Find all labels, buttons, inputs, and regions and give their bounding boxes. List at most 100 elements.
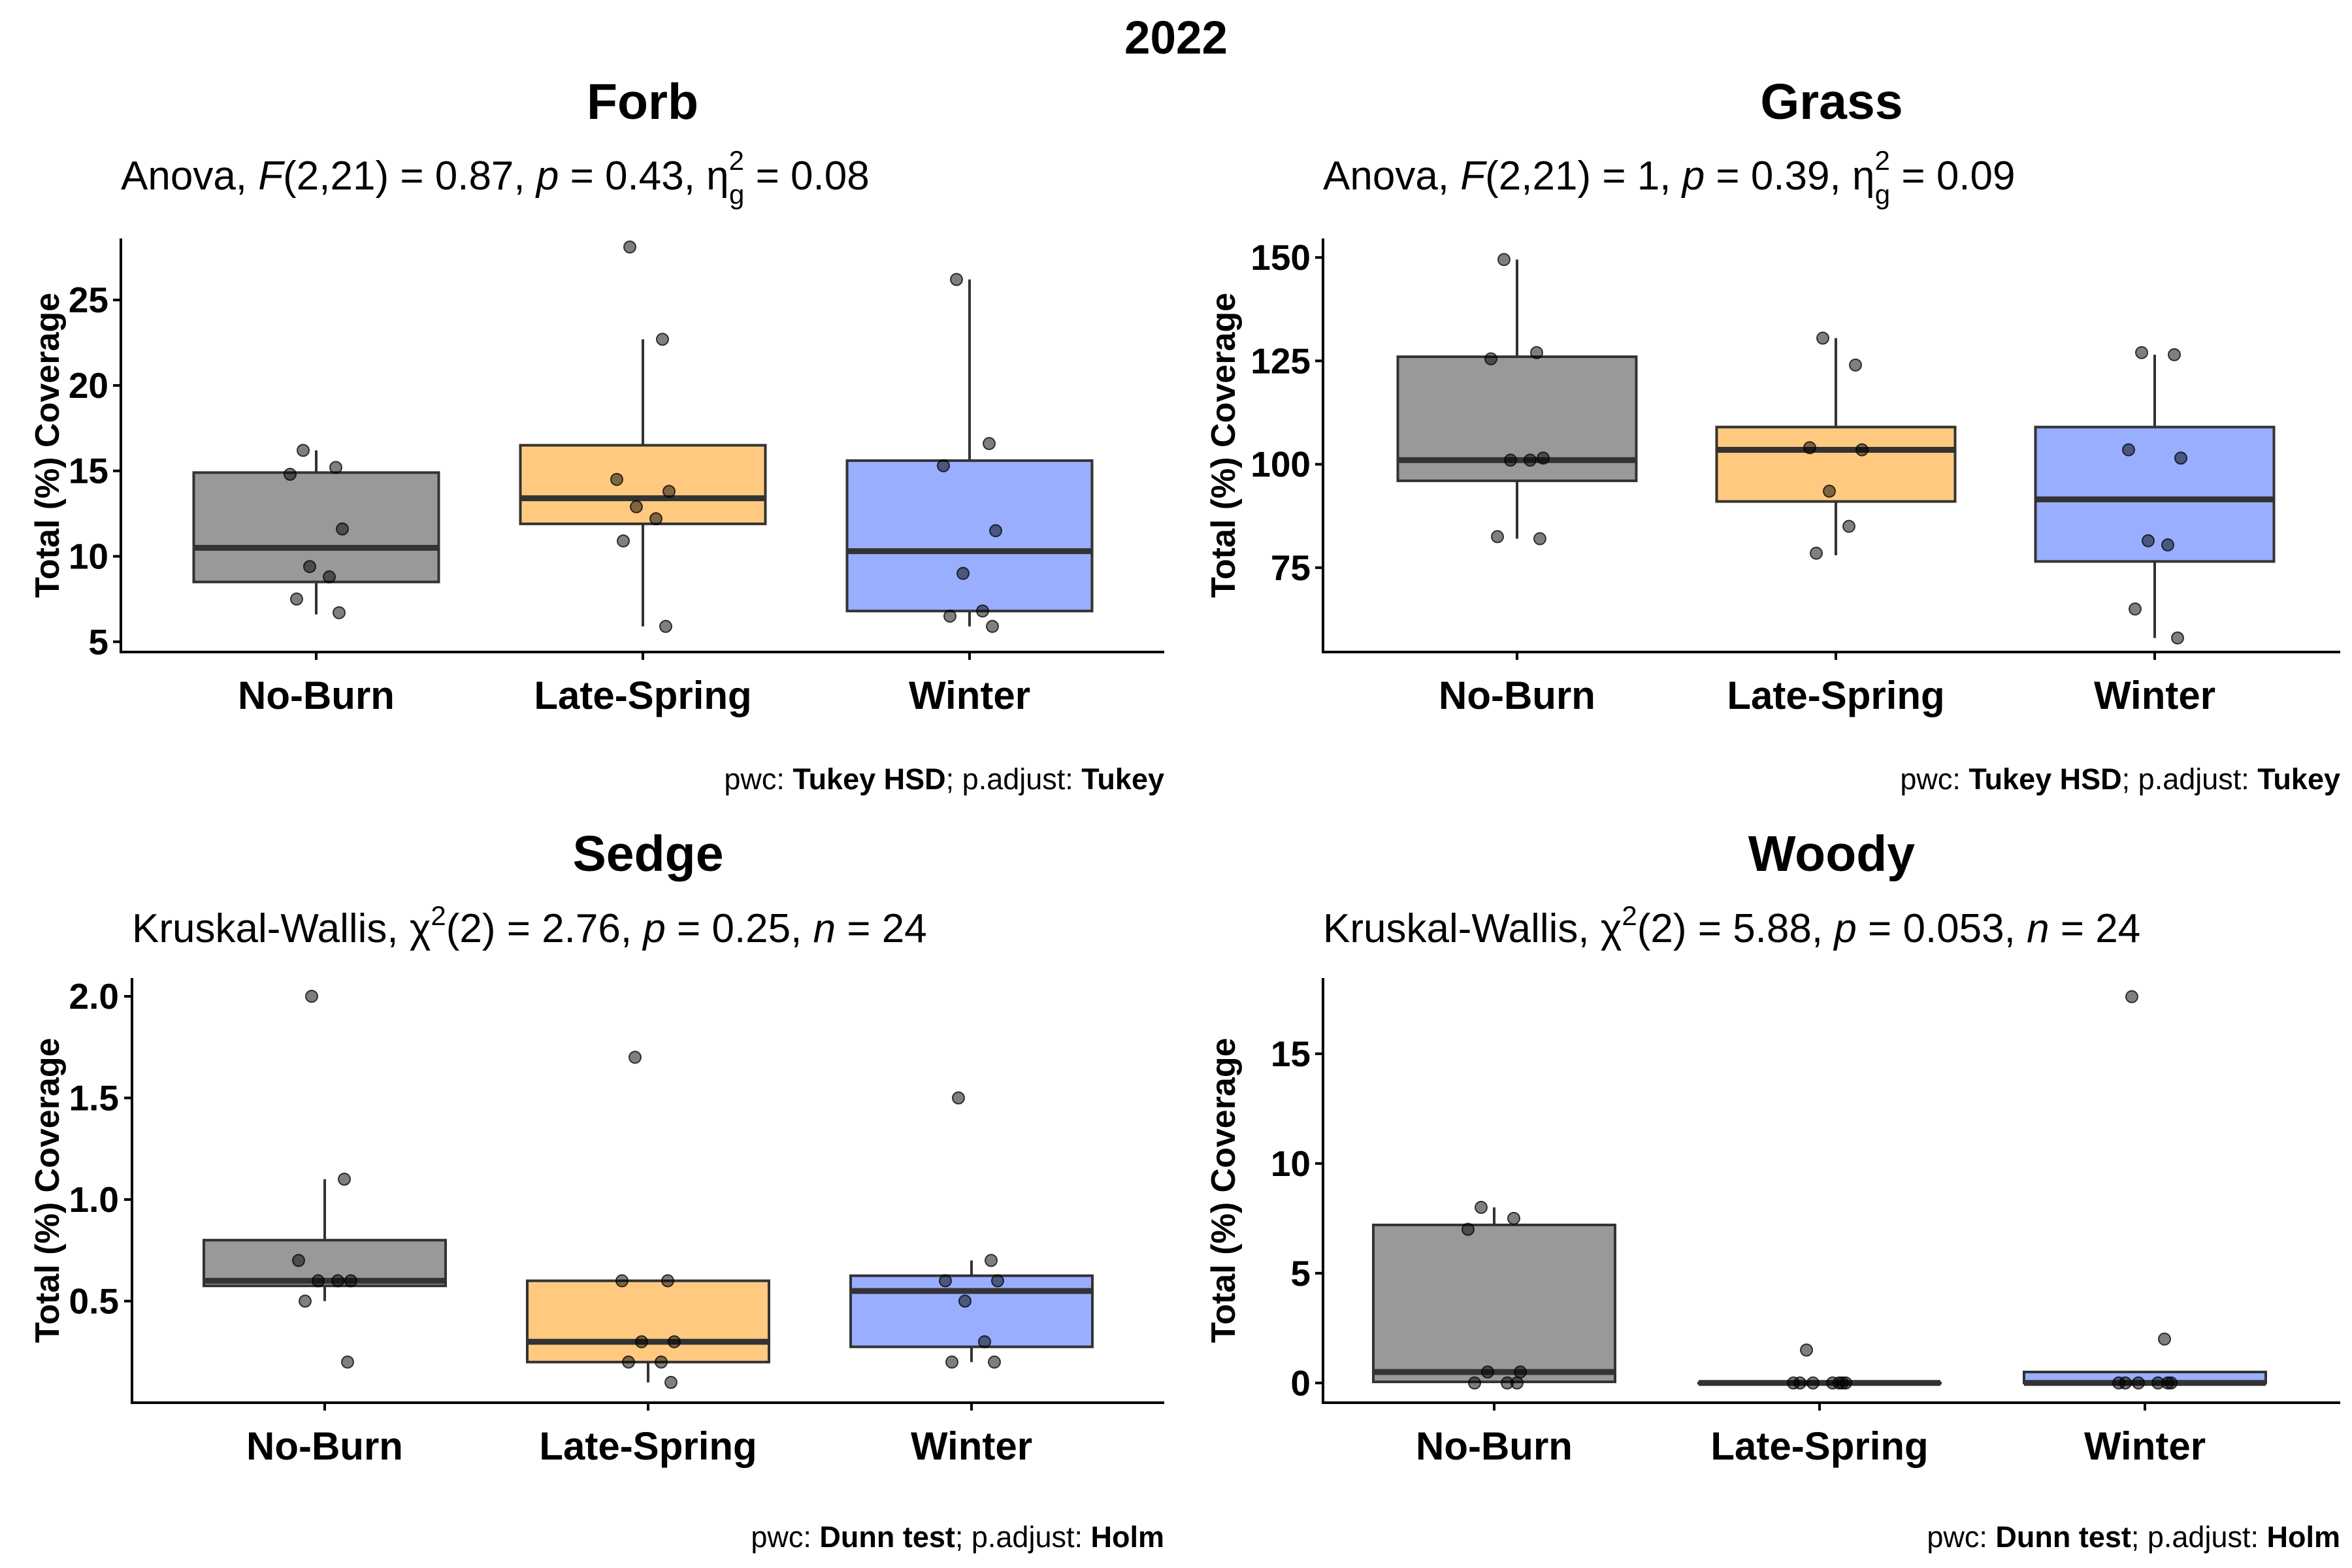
y-tick-label: 1.0	[69, 1179, 119, 1220]
y-tick-label: 20	[69, 365, 108, 406]
data-point	[1537, 451, 1550, 465]
data-point	[2132, 1376, 2145, 1390]
data-point	[661, 1274, 674, 1288]
data-point	[1497, 253, 1511, 267]
data-point	[1800, 1343, 1813, 1357]
iqr-box	[519, 444, 767, 525]
data-point	[2135, 346, 2148, 359]
y-tick-label: 5	[1290, 1253, 1311, 1294]
iqr-box	[845, 459, 1094, 613]
data-point	[978, 1335, 991, 1348]
data-point	[989, 524, 1002, 538]
y-tick-label: 0	[1290, 1363, 1311, 1403]
y-tick-label: 150	[1250, 237, 1311, 278]
data-point	[1842, 519, 1855, 533]
x-tick-label: No-Burn	[1416, 1424, 1573, 1468]
data-point	[986, 619, 999, 633]
iqr-box	[526, 1279, 770, 1364]
data-point	[655, 1355, 668, 1369]
data-point	[950, 272, 963, 286]
data-point	[976, 604, 989, 618]
data-point	[292, 1254, 305, 1267]
data-point	[958, 1294, 972, 1308]
x-tick-label: Late-Spring	[534, 674, 751, 717]
data-point	[630, 500, 643, 514]
box-late-spring	[526, 1279, 770, 1382]
data-point	[290, 592, 303, 606]
data-point	[329, 461, 342, 474]
iqr-box	[1715, 425, 1957, 503]
data-point	[299, 1294, 312, 1308]
y-tick-label: 10	[1271, 1143, 1311, 1184]
x-tick-label: Winter	[909, 674, 1030, 717]
panel-caption: pwc: Dunn test; p.adjust: Holm	[751, 1520, 1164, 1554]
panel-title: Forb	[587, 74, 698, 130]
data-point	[668, 1335, 681, 1348]
panel-title: Woody	[1748, 826, 1915, 882]
panel-subtitle: Kruskal-Wallis, χ2(2) = 5.88, p = 0.053,…	[1323, 900, 2140, 951]
box-winter	[2023, 1370, 2267, 1386]
data-point	[2122, 443, 2135, 457]
box-no-burn	[203, 1179, 447, 1301]
data-point	[610, 472, 623, 486]
figure-title: 2022	[1124, 12, 1228, 64]
data-point	[649, 512, 662, 525]
data-point	[1524, 453, 1537, 467]
data-point	[629, 1051, 642, 1064]
data-point	[1468, 1376, 1481, 1390]
y-axis-label: Total (%) Coverage	[29, 1037, 67, 1343]
data-point	[1511, 1376, 1524, 1390]
panel-caption: pwc: Dunn test; p.adjust: Holm	[1927, 1520, 2340, 1554]
data-point	[983, 436, 996, 450]
data-point	[336, 522, 349, 536]
panel-subtitle: Anova, F(2,21) = 0.87, p = 0.43, η2 g = 0…	[121, 145, 870, 210]
data-point	[656, 333, 669, 346]
data-point	[338, 1172, 351, 1186]
panel-grass: Grass Anova, F(2,21) = 1, p = 0.39, η2 g =…	[1205, 74, 2340, 796]
data-point	[2125, 990, 2138, 1004]
x-tick-label: No-Burn	[238, 674, 395, 717]
panel-title: Sedge	[572, 826, 723, 882]
box-no-burn	[1396, 259, 1638, 539]
x-tick-label: Winter	[911, 1424, 1032, 1468]
data-point	[956, 566, 970, 580]
data-point	[991, 1274, 1004, 1288]
x-tick-label: Late-Spring	[1710, 1424, 1928, 1468]
data-point	[988, 1355, 1001, 1369]
data-point	[333, 606, 346, 619]
data-point	[312, 1274, 325, 1288]
box-late-spring	[1697, 1380, 1942, 1386]
data-point	[1793, 1376, 1806, 1390]
box-winter	[849, 1260, 1094, 1362]
y-tick-label: 10	[69, 536, 108, 577]
data-point	[1462, 1222, 1475, 1236]
data-point	[985, 1254, 998, 1267]
data-point	[1823, 484, 1836, 498]
data-point	[1533, 532, 1546, 546]
data-point	[2158, 1332, 2171, 1346]
iqr-box	[2034, 425, 2276, 563]
x-tick-label: No-Burn	[246, 1424, 403, 1468]
data-point	[952, 1091, 965, 1105]
y-tick-label: 1.5	[69, 1077, 119, 1118]
data-point	[943, 610, 956, 623]
y-tick-label: 15	[69, 451, 108, 491]
y-axis-label: Total (%) Coverage	[1205, 293, 1243, 598]
box-no-burn	[1372, 1207, 1616, 1384]
iqr-box	[1372, 1223, 1616, 1384]
y-tick-label: 25	[69, 280, 108, 320]
y-tick-label: 2.0	[69, 976, 119, 1017]
data-point	[659, 619, 672, 633]
data-point	[323, 570, 336, 583]
data-point	[1836, 1376, 1849, 1390]
data-point	[284, 467, 297, 481]
panel-forb: Forb Anova, F(2,21) = 0.87, p = 0.43, η2 g…	[29, 74, 1164, 796]
data-point	[1504, 453, 1517, 467]
data-point	[1514, 1365, 1527, 1379]
data-point	[1475, 1201, 1488, 1215]
data-point	[2129, 602, 2142, 616]
box-late-spring	[519, 339, 767, 627]
y-tick-label: 75	[1271, 547, 1311, 588]
panel-caption: pwc: Tukey HSD; p.adjust: Tukey	[1900, 762, 2340, 796]
data-point	[1816, 331, 1829, 345]
